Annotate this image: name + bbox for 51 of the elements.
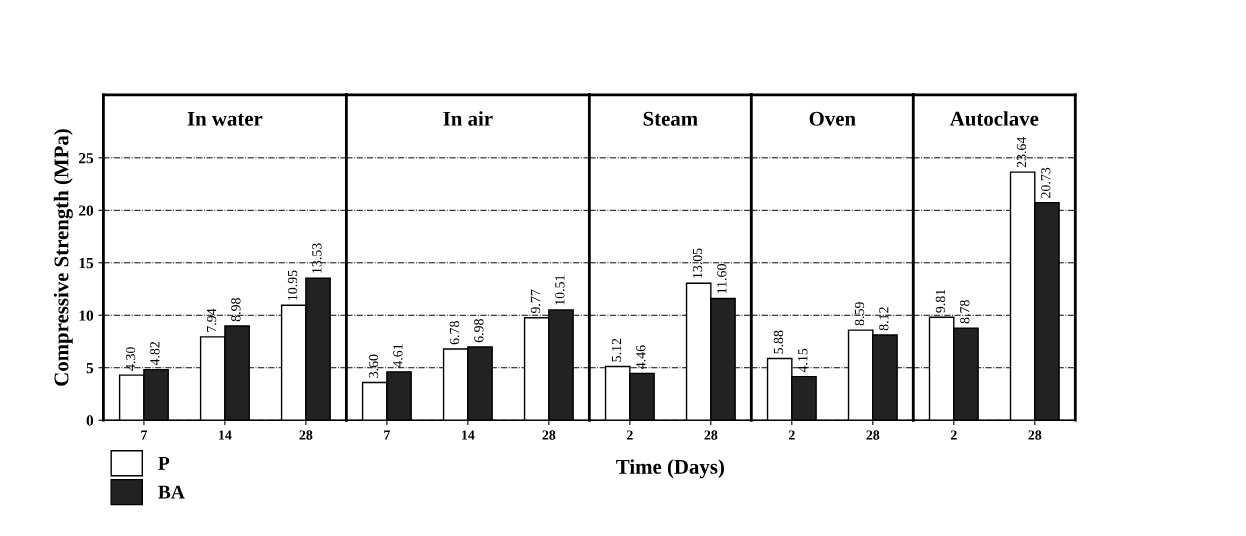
y-tick-label: 25 <box>79 153 94 164</box>
text: Steam <box>643 111 698 126</box>
x-tick-label: 7 <box>384 430 391 440</box>
data-label: 9.81 <box>935 289 946 313</box>
x-tick-label: 28 <box>542 430 556 440</box>
data-label: 9.77 <box>530 289 541 314</box>
x-tick-label: 2 <box>788 430 795 440</box>
data-label: 8.59 <box>854 302 865 326</box>
data-label: 23.64 <box>1016 136 1027 168</box>
data-label: 8.78 <box>960 300 970 324</box>
data-label: 4.82 <box>150 341 160 366</box>
y-tick-label: 10 <box>79 310 94 321</box>
x-tick-label: 28 <box>299 430 313 440</box>
data-label: 4.30 <box>125 347 136 371</box>
data-label: 13.05 <box>692 248 703 278</box>
data-label: 11.60 <box>717 264 727 294</box>
data-label: 10.95 <box>287 270 298 300</box>
data-label: 4.15 <box>798 348 808 373</box>
data-label: 3.60 <box>368 354 379 378</box>
legend-label: P <box>158 456 170 470</box>
y-tick-label: 15 <box>79 258 94 269</box>
y-tick-label: 5 <box>86 363 94 374</box>
data-label: 13.53 <box>312 243 322 273</box>
x-tick-label: 14 <box>219 430 232 440</box>
data-label: 5.12 <box>611 338 622 362</box>
x-tick-label: 28 <box>704 430 718 440</box>
data-label: 5.88 <box>773 330 784 354</box>
x-tick-label: 28 <box>866 430 880 440</box>
data-label: 7.94 <box>206 308 217 332</box>
legend-label: BA <box>158 485 185 499</box>
data-label: 4.46 <box>636 345 646 369</box>
x-tick-label: 2 <box>626 430 633 440</box>
data-label: 6.78 <box>449 321 460 345</box>
data-label: 10.51 <box>555 275 565 305</box>
data-label: 8.12 <box>879 307 889 331</box>
data-label: 4.61 <box>393 344 403 368</box>
data-label: 6.98 <box>474 319 484 343</box>
text: In air <box>443 111 493 126</box>
y-axis-title: Compressive Strength (MPa) <box>53 129 73 386</box>
text: Oven <box>809 111 856 126</box>
x-tick-label: 2 <box>950 430 957 440</box>
text: In water <box>187 111 263 126</box>
text: Autoclave <box>949 111 1039 126</box>
y-tick-label: 20 <box>79 205 94 216</box>
x-tick-label: 28 <box>1028 430 1042 440</box>
x-axis-title: Time (Days) <box>616 459 724 479</box>
data-label: 20.73 <box>1041 167 1051 198</box>
x-tick-label: 14 <box>462 430 475 440</box>
y-tick-label: 0 <box>86 415 94 426</box>
data-label: 8.98 <box>231 298 241 322</box>
x-tick-label: 7 <box>141 430 148 440</box>
